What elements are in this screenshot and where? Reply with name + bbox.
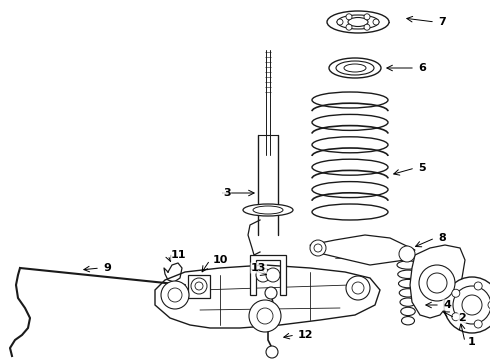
Circle shape (474, 282, 482, 290)
Text: 1: 1 (468, 337, 476, 347)
Circle shape (249, 300, 281, 332)
Text: 12: 12 (298, 330, 314, 340)
Ellipse shape (329, 58, 381, 78)
Circle shape (195, 282, 203, 290)
Circle shape (346, 14, 352, 20)
Circle shape (266, 268, 280, 282)
Circle shape (161, 281, 189, 309)
Polygon shape (410, 245, 465, 318)
Circle shape (191, 278, 207, 294)
Ellipse shape (327, 11, 389, 33)
Polygon shape (250, 255, 286, 295)
Circle shape (337, 19, 343, 25)
Ellipse shape (348, 18, 368, 27)
Circle shape (364, 14, 370, 20)
Circle shape (474, 320, 482, 328)
Text: 13: 13 (251, 263, 267, 273)
Text: 4: 4 (443, 300, 451, 310)
Text: 11: 11 (171, 250, 187, 260)
Text: 9: 9 (103, 263, 111, 273)
Circle shape (444, 277, 490, 333)
Text: 8: 8 (438, 233, 446, 243)
Circle shape (168, 288, 182, 302)
Text: 6: 6 (418, 63, 426, 73)
Text: 7: 7 (438, 17, 446, 27)
Circle shape (419, 265, 455, 301)
Text: 10: 10 (213, 255, 228, 265)
Polygon shape (188, 275, 210, 298)
Ellipse shape (253, 206, 283, 214)
Circle shape (346, 24, 352, 30)
Circle shape (462, 295, 482, 315)
Text: 2: 2 (458, 313, 466, 323)
Ellipse shape (336, 61, 374, 75)
Polygon shape (155, 265, 380, 328)
Text: 3: 3 (223, 188, 231, 198)
Text: 5: 5 (418, 163, 426, 173)
Circle shape (266, 346, 278, 358)
Circle shape (257, 308, 273, 324)
Circle shape (399, 246, 415, 262)
Ellipse shape (243, 204, 293, 216)
Circle shape (314, 244, 322, 252)
Circle shape (427, 273, 447, 293)
Circle shape (373, 19, 379, 25)
Circle shape (256, 268, 270, 282)
Circle shape (310, 240, 326, 256)
Circle shape (453, 286, 490, 324)
Polygon shape (310, 235, 415, 265)
Circle shape (346, 276, 370, 300)
Circle shape (265, 287, 277, 299)
Circle shape (364, 24, 370, 30)
Circle shape (488, 301, 490, 309)
Circle shape (452, 313, 460, 321)
Ellipse shape (344, 64, 366, 72)
Circle shape (452, 289, 460, 297)
Circle shape (352, 282, 364, 294)
Ellipse shape (337, 15, 379, 29)
